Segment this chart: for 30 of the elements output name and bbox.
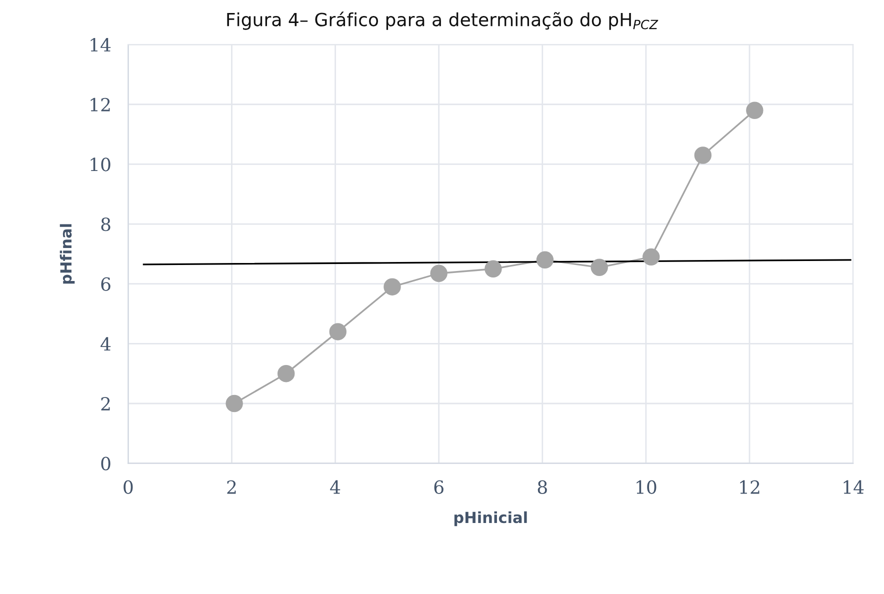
point [277,364,295,382]
point [746,102,764,119]
point [226,394,243,412]
x-tick-label: 2 [227,480,236,494]
x-tick-label: 4 [330,480,340,494]
x-axis-title: pHinicial [454,511,527,526]
x-tick-label: 0 [124,480,133,494]
y-tick-label: 8 [101,217,110,232]
chart-title: Figura 4– Gráfico para a determinação do pH$_{PCZ}$ [227,12,658,30]
x-tick-label: 8 [538,480,547,494]
point [484,260,502,278]
point [590,258,608,276]
point [642,248,660,266]
x-tick-label: 10 [636,480,656,494]
point [384,278,401,296]
y-tick-label: 12 [90,98,110,112]
x-tick-label: 12 [740,480,760,494]
y-tick-label: 14 [90,38,111,52]
y-tick-label: 4 [100,337,111,351]
x-tick-label: 6 [434,480,444,494]
point [430,264,448,282]
point [329,323,346,340]
point [694,146,712,164]
y-axis-title: pHfinal [60,224,75,284]
y-tick-label: 6 [101,277,110,291]
y-tick-label: 2 [101,396,110,410]
y-tick-label: 0 [101,456,110,470]
y-tick-label: 10 [90,158,110,172]
point [536,251,554,269]
x-tick-label: 14 [844,480,864,494]
